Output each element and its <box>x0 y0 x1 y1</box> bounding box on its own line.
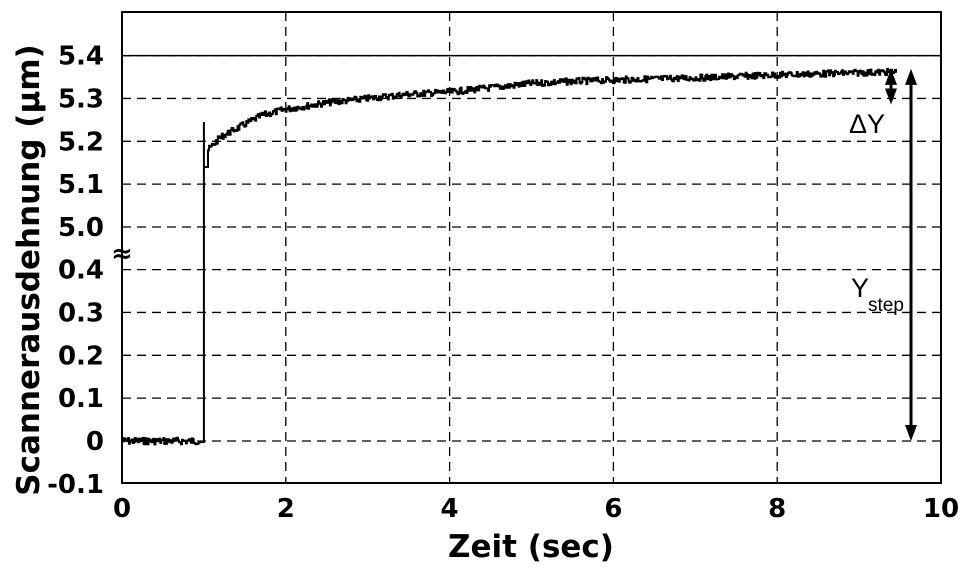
delta-y-label: ΔY <box>849 109 885 139</box>
y-tick-label: -0.1 <box>47 470 104 500</box>
y-tick-label: 0.3 <box>58 298 104 328</box>
axis-break-mark: ≈ <box>111 239 133 269</box>
y-tick-label: 0.2 <box>58 341 104 371</box>
y-tick-label: 0 <box>86 427 104 457</box>
series-layer <box>121 67 897 446</box>
x-tick-label: 10 <box>923 494 959 524</box>
y-tick-label: 5.0 <box>58 213 104 243</box>
x-tick-label: 4 <box>441 494 459 524</box>
y-step-label: Y <box>851 273 869 303</box>
x-tick-label: 0 <box>113 494 131 524</box>
x-axis-title: Zeit (sec) <box>448 529 614 565</box>
y-step-subscript: step <box>868 295 904 316</box>
y-tick-label: 0.4 <box>58 256 104 286</box>
plot-frame <box>121 11 942 484</box>
y-tick-label: 5.4 <box>58 42 104 72</box>
y-tick-label: 5.2 <box>58 127 104 157</box>
y-tick-label: 0.1 <box>58 384 104 414</box>
x-tick-labels: 0 2 4 6 8 10 <box>113 494 959 524</box>
y-axis-title: Scannerausdehnung (µm) <box>11 44 47 495</box>
x-tick-label: 2 <box>277 494 295 524</box>
delta-y-arrow <box>885 68 897 105</box>
x-tick-label: 8 <box>768 494 786 524</box>
series-line <box>121 67 897 446</box>
x-tick-label: 6 <box>604 494 622 524</box>
y-tick-labels: -0.1 0 0.1 0.2 0.3 0.4 5.0 5.1 5.2 5.3 5.4 <box>47 42 104 500</box>
y-tick-label: 5.1 <box>58 170 104 200</box>
y-step-arrow <box>905 68 917 441</box>
y-tick-label: 5.3 <box>58 84 104 114</box>
